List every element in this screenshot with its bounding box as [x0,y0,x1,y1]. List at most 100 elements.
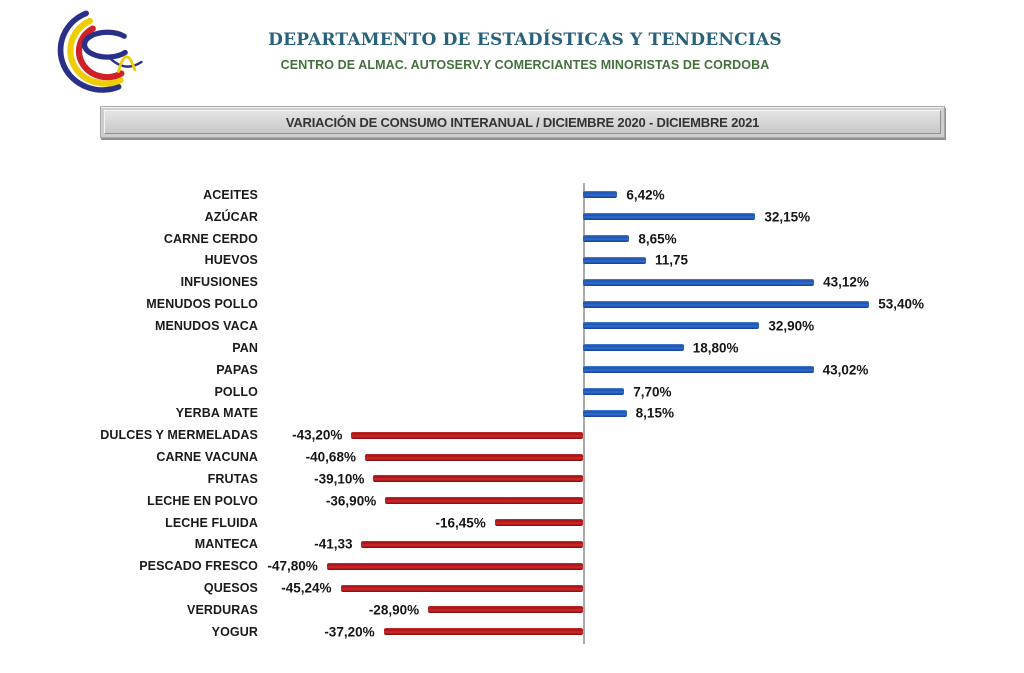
plot-cell: -47,80% [258,555,1024,577]
plot-cell: -40,68% [258,446,1024,468]
value-label: -28,90% [368,602,420,618]
org-title: DEPARTAMENTO DE ESTADÍSTICAS Y TENDENCIA… [268,30,782,50]
category-label: FRUTAS [207,471,258,486]
chart-title: VARIACIÓN DE CONSUMO INTERANUAL / DICIEM… [285,114,760,130]
category-label: PAN [232,340,258,355]
plot-cell: 8,65% [258,228,1024,250]
plot-cell: 53,40% [258,293,1024,315]
plot-cell: -36,90% [258,490,1024,512]
chart-row: MENUDOS POLLO 53,40% [0,293,1024,315]
chart-row: HUEVOS 11,75 [0,250,1024,272]
value-label: 32,90% [768,318,815,334]
category-label: HUEVOS [204,253,258,268]
chart-row: LECHE FLUIDA -16,45% [0,512,1024,534]
positive-bar [583,388,625,396]
category-label: YERBA MATE [175,406,258,421]
category-label: VERDURAS [187,602,258,617]
chart-row: YERBA MATE 8,15% [0,402,1024,424]
chart-row: POLLO 7,70% [0,381,1024,403]
category-label: POLLO [214,384,258,399]
negative-bar [351,431,583,439]
chart-title-bar: VARIACIÓN DE CONSUMO INTERANUAL / DICIEM… [100,106,945,138]
plot-cell: 32,90% [258,315,1024,337]
value-label: 53,40% [878,296,925,312]
chart-row: FRUTAS -39,10% [0,468,1024,490]
category-label: AZÚCAR [204,209,258,224]
plot-cell: 43,12% [258,271,1024,293]
plot-cell: -41,33 [258,534,1024,556]
category-label: MENUDOS POLLO [146,297,258,312]
org-subtitle: CENTRO DE ALMAC. AUTOSERV.Y COMERCIANTES… [280,58,770,72]
plot-cell: 7,70% [258,381,1024,403]
negative-bar [494,519,583,527]
negative-bar [385,497,583,505]
chart-row: MENUDOS VACA 32,90% [0,315,1024,337]
negative-bar [383,628,583,636]
value-label: 6,42% [626,187,665,203]
plot-cell: 32,15% [258,206,1024,228]
category-label: MENUDOS VACA [154,318,258,333]
positive-bar [583,235,630,243]
value-label: 43,02% [822,362,869,378]
negative-bar [340,584,583,592]
chart-row: PAN 18,80% [0,337,1024,359]
positive-bar [583,344,684,352]
plot-cell: -37,20% [258,621,1024,643]
category-label: CARNE VACUNA [156,450,258,465]
value-label: 11,75 [654,252,689,268]
value-label: 7,70% [633,384,672,400]
value-label: -36,90% [325,493,377,509]
plot-cell: -43,20% [258,424,1024,446]
value-label: -47,80% [267,558,318,574]
value-label: -39,10% [314,471,365,487]
category-label: LECHE EN POLVO [147,493,258,508]
plot-cell: 6,42% [258,184,1024,206]
plot-cell: 43,02% [258,359,1024,381]
caac-logo-icon [57,10,143,93]
positive-bar [583,366,814,374]
positive-bar [583,191,618,199]
value-label: -16,45% [435,515,486,531]
category-label: PAPAS [216,362,258,377]
chart-row: PAPAS 43,02% [0,359,1024,381]
chart-row: AZÚCAR 32,15% [0,206,1024,228]
value-label: 18,80% [692,340,739,356]
category-label: MANTECA [194,537,258,552]
plot-cell: 18,80% [258,337,1024,359]
header: DEPARTAMENTO DE ESTADÍSTICAS Y TENDENCIA… [250,30,800,72]
value-label: -41,33 [314,536,353,552]
category-label: QUESOS [203,581,258,596]
negative-bar [364,453,583,461]
value-label: 32,15% [764,209,811,225]
negative-bar [326,562,583,570]
chart-row: VERDURAS -28,90% [0,599,1024,621]
category-label: LECHE FLUIDA [165,515,258,530]
plot-cell: -39,10% [258,468,1024,490]
category-label: INFUSIONES [180,275,258,290]
value-label: 43,12% [823,274,869,290]
chart-row: CARNE CERDO 8,65% [0,228,1024,250]
value-label: 8,15% [635,405,674,421]
chart-row: DULCES Y MERMELADAS -43,20% [0,424,1024,446]
positive-bar [583,213,756,221]
plot-cell: -45,24% [258,577,1024,599]
plot-cell: -28,90% [258,599,1024,621]
value-label: 8,65% [638,231,677,247]
category-label: DULCES Y MERMELADAS [100,428,258,443]
plot-cell: 8,15% [258,402,1024,424]
category-label: YOGUR [211,624,258,639]
negative-bar [373,475,583,483]
chart-row: PESCADO FRESCO -47,80% [0,555,1024,577]
positive-bar [583,322,760,330]
bar-chart: ACEITES 6,42% AZÚCAR 32,15% CARNE CERDO 8,65%… [0,183,1024,644]
positive-bar [583,409,627,417]
plot-cell: 11,75 [258,250,1024,272]
chart-row: YOGUR -37,20% [0,621,1024,643]
negative-bar [428,606,583,614]
value-label: -37,20% [324,624,375,640]
chart-row: LECHE EN POLVO -36,90% [0,490,1024,512]
value-label: -40,68% [305,449,356,465]
chart-row: ACEITES 6,42% [0,184,1024,206]
value-label: -43,20% [292,427,343,443]
